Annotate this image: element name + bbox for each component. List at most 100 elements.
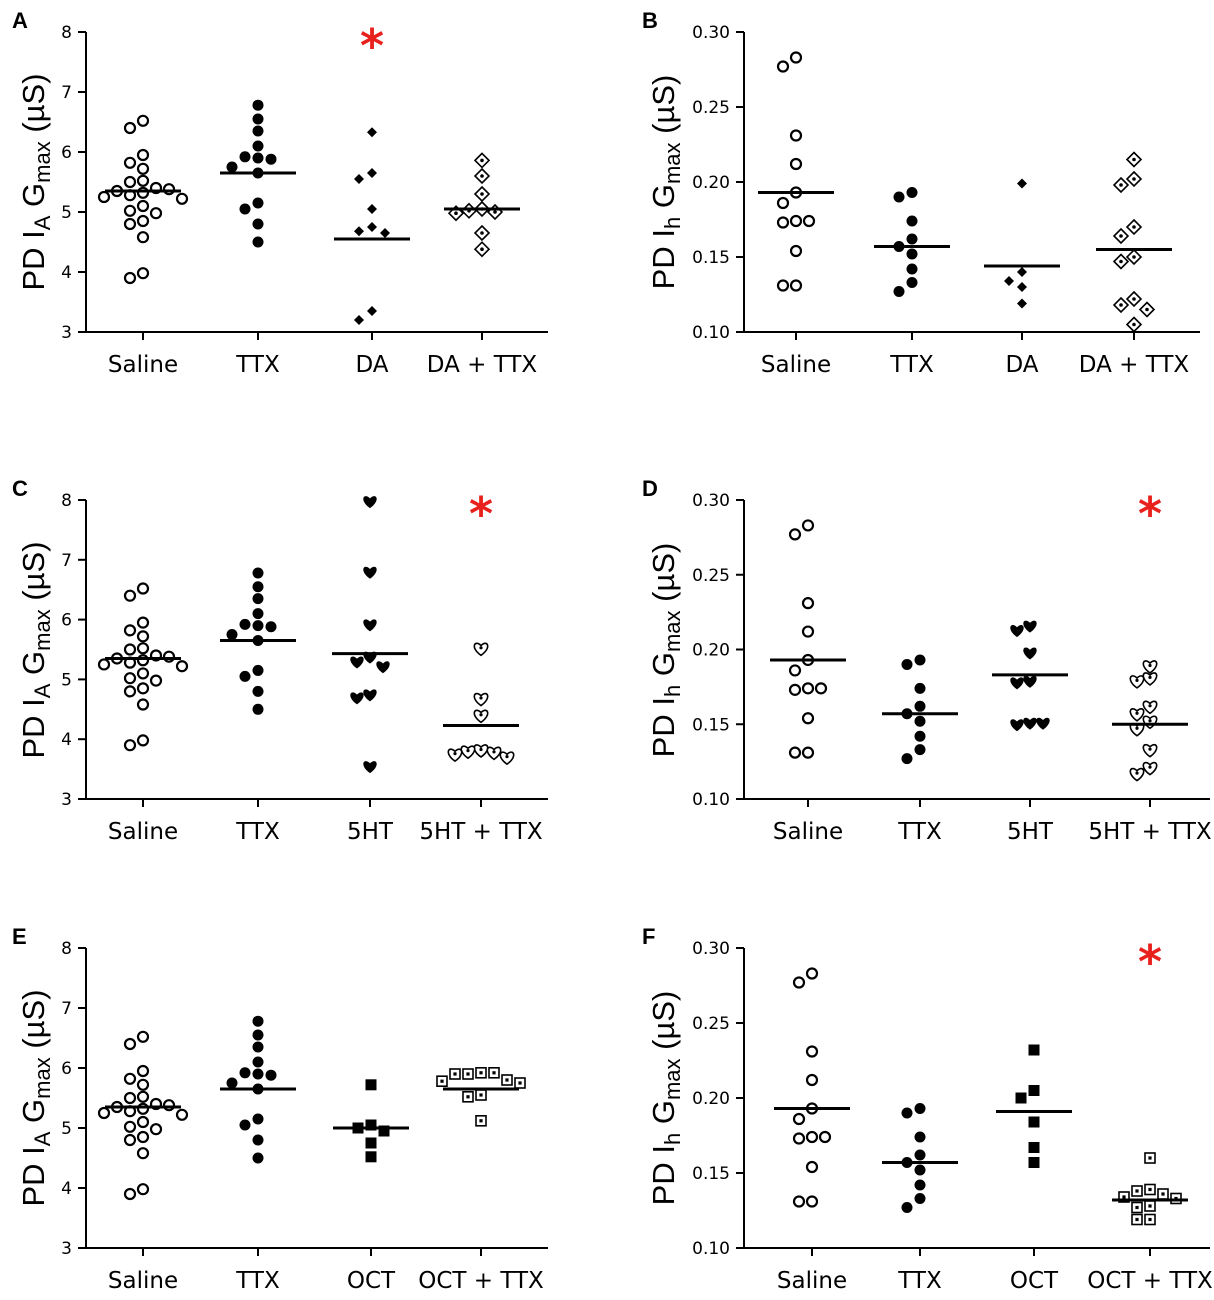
data-point [914, 1179, 926, 1191]
data-point [792, 976, 806, 989]
data-point-dot [454, 211, 458, 215]
data-point [814, 682, 828, 695]
data-point-dot [1148, 1217, 1152, 1222]
y-axis-label: PD Ih Gmax (µS) [646, 991, 685, 1206]
data-point [252, 113, 264, 125]
panel-d: D 0.10 0.15 0.20 0.25 0.30 Saline TTX 5HT 5HT + T… [642, 476, 1212, 845]
data-point [380, 228, 390, 238]
y-tick-label: 7 [61, 83, 72, 103]
data-point [914, 1149, 926, 1161]
data-point [252, 1113, 264, 1125]
data-point-dot [1148, 747, 1152, 751]
data-point [363, 689, 377, 702]
data-point [1028, 1157, 1040, 1168]
data-point [914, 1193, 926, 1204]
data-point [136, 1030, 150, 1043]
data-point-dot [466, 1072, 470, 1076]
y-axis-label: PD Ih Gmax (µS) [646, 75, 685, 290]
data-point [136, 582, 150, 595]
data-point [162, 183, 176, 196]
data-point [97, 658, 111, 671]
panel-letter: F [642, 924, 655, 949]
y-tick-label: 0.30 [692, 491, 730, 511]
data-point [136, 654, 150, 667]
x-category-label: DA [355, 352, 388, 378]
y-tick-label: 5 [61, 203, 72, 223]
x-category-label: OCT + TTX [418, 1268, 544, 1294]
x-category-label: 5HT [347, 819, 394, 845]
data-point [136, 698, 150, 711]
data-point [252, 581, 264, 593]
data-point-dot [1119, 303, 1123, 307]
data-point [123, 271, 137, 285]
data-point [123, 204, 137, 217]
y-tick-label: 5 [61, 1119, 72, 1139]
data-point [788, 683, 802, 696]
data-point [914, 730, 926, 742]
data-point [901, 1202, 913, 1213]
y-axis-label: PD Ih Gmax (µS) [646, 543, 685, 758]
data-point-dot [1122, 1195, 1126, 1199]
data-point-dot [479, 696, 483, 700]
y-tick-label: 0.20 [692, 173, 730, 193]
data-point [239, 618, 251, 630]
data-point [175, 192, 189, 205]
x-category-label: Saline [761, 352, 831, 378]
data-point [1004, 276, 1014, 286]
data-point [801, 682, 815, 695]
data-point [1010, 677, 1024, 690]
y-tick-label: 0.30 [692, 939, 730, 959]
data-point-dot [1161, 1192, 1165, 1196]
data-point-dot [518, 1081, 522, 1085]
data-point [801, 519, 815, 532]
y-axis-label-part: (µS) [16, 541, 51, 609]
data-point-dot [466, 749, 470, 753]
data-point [789, 157, 803, 171]
data-point [365, 1151, 377, 1163]
data-point [801, 746, 815, 759]
data-point [914, 744, 926, 756]
data-point-dot [1148, 719, 1152, 723]
data-point [365, 1119, 377, 1131]
data-point [136, 174, 150, 187]
data-point [789, 51, 803, 64]
data-point [789, 279, 803, 292]
data-point [805, 1195, 819, 1208]
y-axis-label-part: G [646, 184, 681, 217]
data-point [363, 496, 377, 509]
x-category-label: Saline [108, 352, 178, 378]
data-point [906, 215, 918, 227]
data-point [239, 1067, 251, 1079]
data-point [367, 204, 377, 214]
data-point [252, 664, 264, 676]
data-point [136, 186, 150, 199]
y-axis-label: PD IA Gmax (µS) [16, 541, 55, 758]
y-axis-label-part: PD I [646, 229, 681, 289]
y-axis-label-part: (µS) [646, 991, 681, 1059]
data-point-dot [466, 1095, 470, 1099]
data-point [226, 161, 238, 173]
y-tick-label: 6 [61, 143, 72, 163]
data-point [123, 175, 137, 189]
data-point [136, 1102, 150, 1115]
data-point [252, 1041, 264, 1053]
y-axis-label-part: (µS) [646, 543, 681, 611]
data-point [136, 114, 150, 127]
y-axis-label-part: G [16, 651, 51, 684]
data-point [123, 685, 137, 698]
y-tick-label: 4 [61, 730, 72, 750]
data-point-dot [1132, 225, 1136, 229]
data-point [252, 620, 264, 632]
data-point [136, 682, 150, 695]
data-point-dot [1135, 711, 1139, 715]
data-point [367, 127, 377, 138]
y-axis-label-part: (µS) [16, 989, 51, 1057]
data-point [252, 197, 264, 209]
data-point [136, 267, 150, 280]
data-point [265, 153, 277, 165]
data-point [123, 1037, 137, 1051]
data-point [818, 1130, 832, 1144]
data-point [805, 1160, 819, 1174]
data-point [1028, 1116, 1040, 1128]
